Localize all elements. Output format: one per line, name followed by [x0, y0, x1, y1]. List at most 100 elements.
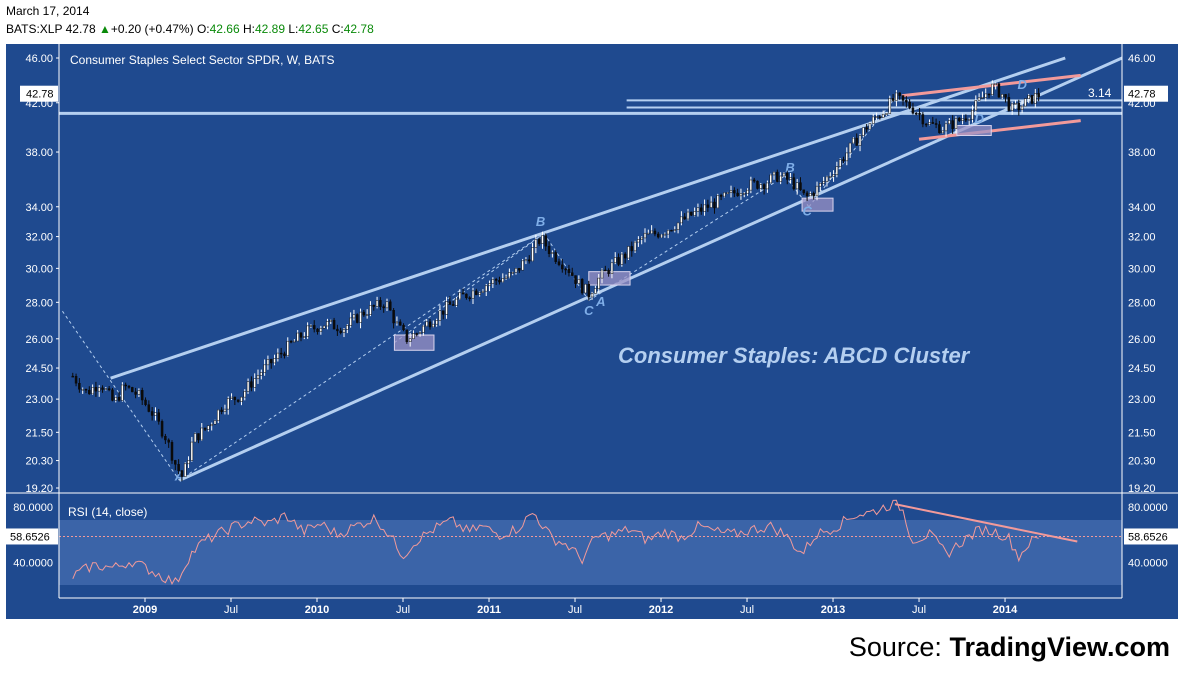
- candle-body: [835, 166, 839, 176]
- candle-body: [445, 301, 448, 315]
- candle-body: [723, 192, 726, 197]
- abcd-label: A: [595, 294, 605, 309]
- candle-body: [650, 230, 653, 234]
- abcd-label: A: [174, 468, 184, 483]
- candle-body: [164, 436, 167, 441]
- candle-body: [931, 122, 935, 124]
- candle-body: [180, 470, 184, 477]
- candle-body: [647, 232, 650, 235]
- candle-body: [812, 193, 815, 197]
- candle-body: [465, 293, 468, 298]
- y-tick-label-right: 46.00: [1128, 53, 1156, 65]
- candle-body: [1017, 102, 1021, 110]
- y-tick-label-right: 28.00: [1128, 297, 1156, 309]
- candle-body: [994, 83, 997, 86]
- candle-body: [666, 229, 670, 235]
- candle-body: [511, 272, 514, 274]
- candle-body: [336, 328, 339, 332]
- candle-body: [815, 185, 819, 197]
- candle-body: [269, 359, 273, 364]
- candle-body: [971, 109, 974, 120]
- candle-body: [91, 387, 94, 395]
- candle-body: [1007, 97, 1011, 111]
- candle-body: [349, 317, 352, 326]
- candle-body: [541, 235, 544, 244]
- x-tick-label: 2010: [305, 604, 329, 616]
- rsi-last-badge-right: [1124, 528, 1178, 545]
- candle-body: [432, 323, 435, 328]
- candle-body: [865, 127, 868, 130]
- candle-body: [762, 184, 766, 190]
- candle-body: [690, 211, 693, 216]
- x-tick-label: Jul: [568, 604, 582, 616]
- y-tick-label-left: 30.00: [25, 263, 53, 275]
- candle-body: [309, 325, 313, 327]
- candle-body: [1030, 95, 1034, 104]
- candle-body: [1004, 94, 1007, 98]
- candle-body: [124, 384, 127, 387]
- candle-body: [703, 204, 706, 212]
- quote-open-label: O:: [196, 22, 210, 36]
- candle-body: [627, 246, 630, 259]
- candle-body: [670, 229, 673, 232]
- candle-body: [501, 278, 505, 283]
- candle-body: [226, 398, 230, 410]
- candle-body: [150, 411, 154, 416]
- chart-title: Consumer Staples Select Sector SPDR, W, …: [70, 53, 335, 67]
- candle-body: [868, 123, 872, 130]
- candle-body: [398, 321, 402, 326]
- candle-body: [408, 338, 412, 342]
- y-tick-label-right: 19.20: [1128, 483, 1156, 495]
- candle-body: [88, 389, 91, 395]
- candle-body: [1020, 105, 1024, 110]
- candle-body: [643, 232, 647, 239]
- candle-body: [891, 98, 895, 101]
- candle-body: [551, 252, 554, 254]
- rsi-last-badge-left: [6, 528, 58, 545]
- candle-body: [256, 374, 260, 379]
- last-price-badge-left: [20, 85, 58, 102]
- candle-body: [958, 118, 961, 121]
- candle-body: [365, 314, 369, 316]
- candle-body: [944, 123, 948, 132]
- abcd-label: B: [785, 160, 794, 175]
- candle-body: [233, 396, 237, 401]
- candle-body: [352, 314, 356, 319]
- candle-body: [375, 300, 379, 307]
- candle-body: [554, 252, 557, 262]
- abcd-label: B: [536, 214, 545, 229]
- abcd-label: C: [584, 303, 594, 318]
- candle-body: [359, 311, 362, 323]
- candle-body: [94, 387, 98, 392]
- candle-body: [1024, 98, 1027, 107]
- completion-zone: [801, 197, 834, 212]
- candle-body: [901, 95, 905, 101]
- abcd-label: D: [975, 111, 985, 126]
- candle-body: [210, 423, 213, 427]
- candle-body: [1010, 103, 1014, 111]
- candle-body: [451, 304, 455, 306]
- candle-body: [514, 268, 518, 273]
- candle-body: [81, 388, 84, 391]
- candle-body: [749, 179, 753, 191]
- candle-body: [888, 98, 892, 114]
- y-tick-label-left: 38.00: [25, 147, 53, 159]
- candle-body: [101, 387, 104, 390]
- candle-body: [240, 396, 243, 402]
- candle-body: [733, 190, 736, 194]
- candles[interactable]: [71, 80, 1040, 482]
- candle-body: [183, 463, 187, 477]
- candle-body: [987, 93, 991, 96]
- candle-body: [395, 321, 399, 324]
- candle-body: [322, 325, 326, 329]
- candle-body: [491, 279, 495, 284]
- candle-body: [875, 116, 878, 118]
- candle-body: [964, 118, 968, 121]
- candle-body: [984, 93, 987, 98]
- candle-body: [977, 97, 981, 101]
- candle-body: [332, 319, 336, 330]
- candle-body: [448, 301, 452, 305]
- candle-body: [795, 182, 799, 190]
